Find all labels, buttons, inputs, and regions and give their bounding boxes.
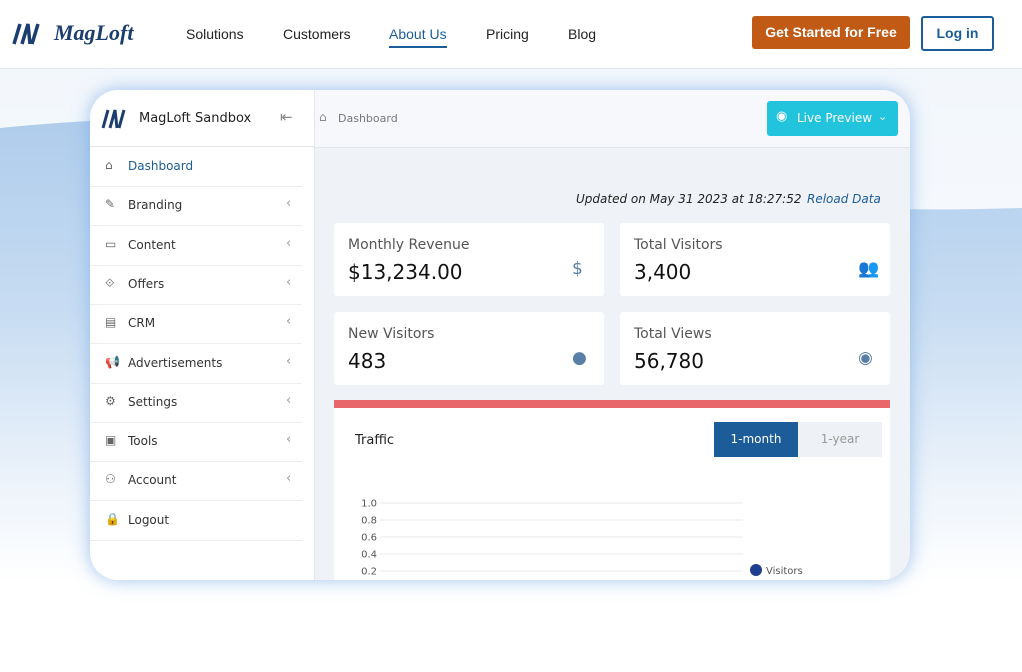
nav-link[interactable]: Blog — [568, 26, 597, 42]
item-label: Advertisements — [128, 355, 223, 370]
stat-value: $13,234.00 — [348, 260, 463, 284]
item-icon: ⚇ — [105, 472, 116, 487]
range-button[interactable]: 1-month — [714, 422, 798, 457]
nav-link[interactable]: Solutions — [186, 26, 244, 42]
chevron: ‹ — [286, 314, 292, 330]
live-preview-label: Live Preview — [797, 111, 873, 125]
nav-link[interactable]: Pricing — [486, 26, 529, 42]
breadcrumb[interactable]: Dashboard — [338, 112, 398, 125]
chevron: ‹ — [286, 432, 292, 448]
item-icon: ⟐ — [105, 275, 115, 290]
stat-card: New Visitors 483 ● — [334, 312, 604, 385]
item-icon: ⌂ — [105, 158, 113, 172]
app-window: MagLoft Sandbox ⇤ ⌂ Dashboard ✎ Branding ‹ ▭ C… — [90, 90, 910, 580]
sidebar-item[interactable]: 📢 Advertisements ‹ — [90, 344, 302, 384]
item-label: Offers — [128, 276, 165, 291]
stat-card: Monthly Revenue $13,234.00 $ — [334, 223, 604, 296]
nav-link[interactable]: About Us — [389, 26, 447, 48]
header-bar: ⌂ Dashboard Live Preview ◉ ⌄ — [315, 90, 910, 148]
cta-button[interactable]: Get Started for Free — [752, 16, 910, 49]
item-label: Content — [128, 237, 176, 252]
nav-link[interactable]: Customers — [283, 26, 351, 42]
item-label: Dashboard — [128, 159, 194, 173]
stat-label: Total Views — [634, 326, 712, 342]
sidebar-item[interactable]: ▣ Tools ‹ — [90, 422, 302, 463]
y-tick-label: 0.2 — [361, 567, 377, 578]
stat-icon: ◉ — [858, 348, 873, 368]
item-label: Tools — [128, 434, 158, 449]
sidebar-item[interactable]: ⟐ Offers ‹ — [90, 265, 302, 305]
chevron: ‹ — [286, 235, 292, 251]
top-nav: MagLoft Get Started for Free Log in Solu… — [0, 0, 1022, 69]
live-preview-button[interactable]: Live Preview ◉ ⌄ — [767, 101, 898, 136]
item-icon: ⚙ — [105, 393, 116, 408]
item-label: Account — [128, 473, 177, 488]
chevron: ‹ — [286, 392, 292, 408]
sidebar-item[interactable]: ⚙ Settings ‹ — [90, 383, 302, 423]
sidebar-item[interactable]: 🔒 Logout — [90, 501, 302, 541]
traffic-title: Traffic — [355, 433, 395, 448]
workspace-name: MagLoft Sandbox — [139, 111, 252, 126]
item-label: Branding — [128, 198, 183, 213]
sidebar-item[interactable]: ⌂ Dashboard — [90, 147, 302, 187]
sidebar-item[interactable]: ⚇ Account ‹ — [90, 461, 302, 502]
stat-label: New Visitors — [348, 326, 435, 342]
y-tick-label: 0.8 — [361, 516, 377, 527]
stat-card: Total Visitors 3,400 👥 — [620, 223, 890, 296]
range-button[interactable]: 1-year — [798, 422, 882, 457]
sidebar-item[interactable]: ▤ CRM ‹ — [90, 304, 302, 345]
legend-label: Visitors — [766, 566, 803, 577]
stat-label: Monthly Revenue — [348, 237, 470, 253]
item-label: Settings — [128, 394, 178, 409]
stat-icon: $ — [572, 259, 583, 279]
item-icon: ▤ — [105, 315, 117, 330]
chevron: ‹ — [286, 196, 292, 212]
home-icon: ⌂ — [319, 110, 327, 124]
sidebar-item[interactable]: ✎ Branding ‹ — [90, 186, 302, 227]
brand[interactable]: MagLoft — [54, 20, 134, 45]
stat-value: 483 — [348, 349, 387, 373]
item-label: Logout — [128, 512, 170, 527]
card-accent — [334, 400, 890, 408]
eye-icon: ◉ — [776, 109, 788, 124]
chevron: ‹ — [286, 471, 292, 487]
item-icon: ▭ — [105, 236, 117, 251]
reload-link[interactable]: Reload Data — [807, 192, 881, 206]
caret: ⌄ — [878, 110, 888, 123]
stat-label: Total Visitors — [634, 237, 723, 253]
y-tick-label: 0.4 — [361, 550, 377, 561]
y-tick-label: 1.0 — [361, 499, 377, 510]
chevron: ‹ — [286, 353, 292, 369]
item-label: CRM — [128, 316, 156, 331]
sidebar: MagLoft Sandbox ⇤ ⌂ Dashboard ✎ Branding ‹ ▭ C… — [90, 90, 315, 580]
divider — [90, 146, 314, 147]
stat-icon: ● — [572, 348, 587, 368]
chevron: ‹ — [286, 274, 292, 290]
item-icon: ✎ — [105, 197, 116, 212]
y-tick-label: 0.6 — [361, 533, 377, 544]
app-logo — [101, 109, 126, 129]
item-icon: ▣ — [105, 433, 117, 448]
logo-icon — [12, 23, 40, 45]
stat-card: Total Views 56,780 ◉ — [620, 312, 890, 385]
login-button[interactable]: Log in — [921, 16, 994, 51]
legend-swatch — [750, 564, 762, 576]
sidebar-item[interactable]: ▭ Content ‹ — [90, 226, 302, 266]
collapse-button[interactable]: ⇤ — [280, 108, 293, 126]
item-icon: 🔒 — [105, 511, 120, 526]
stat-value: 3,400 — [634, 260, 692, 284]
stat-icon: 👥 — [858, 259, 880, 279]
item-icon: 📢 — [105, 354, 120, 369]
updated-text: Updated on May 31 2023 at 18:27:52 — [576, 192, 802, 206]
stat-value: 56,780 — [634, 349, 704, 373]
